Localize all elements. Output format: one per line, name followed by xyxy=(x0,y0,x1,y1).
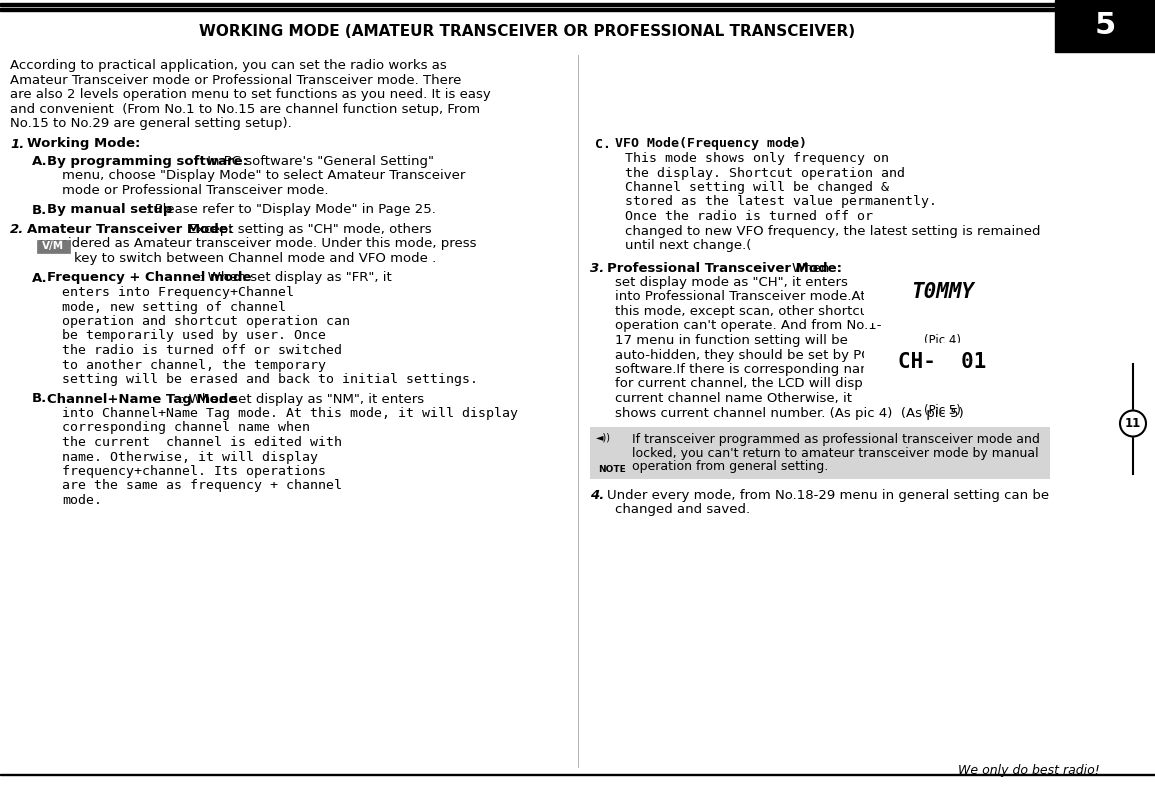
Text: key to switch between Channel mode and VFO mode .: key to switch between Channel mode and V… xyxy=(74,252,437,265)
Bar xyxy=(0,3,1055,6)
Text: auto-hidden, they should be set by PC: auto-hidden, they should be set by PC xyxy=(614,349,871,361)
Text: until next change.(: until next change.( xyxy=(625,239,752,252)
Text: name. Otherwise, it will display: name. Otherwise, it will display xyxy=(62,450,318,464)
Bar xyxy=(37,240,70,253)
Text: operation and shortcut operation can: operation and shortcut operation can xyxy=(62,315,350,328)
Text: and convenient  (From No.1 to No.15 are channel function setup, From: and convenient (From No.1 to No.15 are c… xyxy=(10,102,480,116)
Text: mode or Professional Transceiver mode.: mode or Professional Transceiver mode. xyxy=(62,184,328,197)
Text: for current channel, the LCD will display: for current channel, the LCD will displa… xyxy=(614,378,882,390)
Text: the display. Shortcut operation and: the display. Shortcut operation and xyxy=(625,167,906,179)
Text: When: When xyxy=(792,261,830,275)
Text: According to practical application, you can set the radio works as: According to practical application, you … xyxy=(10,59,447,72)
Text: 5: 5 xyxy=(1095,12,1116,40)
Text: stored as the latest value permanently.: stored as the latest value permanently. xyxy=(625,195,937,209)
Text: 1.: 1. xyxy=(10,138,24,150)
Text: :: : xyxy=(789,138,793,150)
Text: A.: A. xyxy=(32,272,47,284)
Text: Amateur Transceiver mode or Professional Transceiver mode. There: Amateur Transceiver mode or Professional… xyxy=(10,73,461,87)
Text: shows current channel number. (As pic 4)  (As pic 5): shows current channel number. (As pic 4)… xyxy=(614,407,963,419)
Text: the radio is turned off or switched: the radio is turned off or switched xyxy=(62,344,342,357)
Text: setting will be erased and back to initial settings.: setting will be erased and back to initi… xyxy=(62,373,478,386)
Text: B.: B. xyxy=(32,204,47,216)
Text: corresponding channel name when: corresponding channel name when xyxy=(62,422,310,434)
Text: Frequency + Channel mode: Frequency + Channel mode xyxy=(47,272,252,284)
Text: Amateur Transceiver Mode:: Amateur Transceiver Mode: xyxy=(27,223,233,236)
Text: (Pic 5): (Pic 5) xyxy=(924,404,961,417)
Text: If transceiver programmed as professional transceiver mode and: If transceiver programmed as professiona… xyxy=(632,433,1040,446)
Text: 3.: 3. xyxy=(590,261,604,275)
Text: Once the radio is turned off or: Once the radio is turned off or xyxy=(625,210,873,223)
Text: mode.: mode. xyxy=(62,494,102,507)
Text: enters into Frequency+Channel: enters into Frequency+Channel xyxy=(62,286,295,299)
Text: We only do best radio!: We only do best radio! xyxy=(959,764,1100,777)
Text: V/M: V/M xyxy=(43,242,65,252)
Bar xyxy=(590,427,1050,479)
Text: WORKING MODE (AMATEUR TRANSCEIVER OR PROFESSIONAL TRANSCEIVER): WORKING MODE (AMATEUR TRANSCEIVER OR PRO… xyxy=(200,24,856,39)
Text: CH-  01: CH- 01 xyxy=(899,353,986,372)
Text: changed and saved.: changed and saved. xyxy=(614,504,750,516)
Text: mode, new setting of channel: mode, new setting of channel xyxy=(62,301,286,313)
Text: By manual setup: By manual setup xyxy=(47,204,172,216)
Text: locked, you can't return to amateur transceiver mode by manual: locked, you can't return to amateur tran… xyxy=(632,446,1038,460)
Text: 17 menu in function setting will be: 17 menu in function setting will be xyxy=(614,334,848,347)
Text: changed to new VFO frequency, the latest setting is remained: changed to new VFO frequency, the latest… xyxy=(625,224,1041,238)
Text: frequency+channel. Its operations: frequency+channel. Its operations xyxy=(62,465,326,478)
Text: into Channel+Name Tag mode. At this mode, it will display: into Channel+Name Tag mode. At this mode… xyxy=(62,407,517,420)
Text: : Please refer to "Display Mode" in Page 25.: : Please refer to "Display Mode" in Page… xyxy=(146,204,435,216)
Text: into Professional Transceiver mode.At: into Professional Transceiver mode.At xyxy=(614,290,865,304)
Text: current channel name Otherwise, it: current channel name Otherwise, it xyxy=(614,392,852,405)
Text: to another channel, the temporary: to another channel, the temporary xyxy=(62,359,326,371)
Text: software.If there is corresponding name: software.If there is corresponding name xyxy=(614,363,881,376)
Text: the current  channel is edited with: the current channel is edited with xyxy=(62,436,342,449)
Text: operation from general setting.: operation from general setting. xyxy=(632,460,828,473)
Text: No.15 to No.29 are general setting setup).: No.15 to No.29 are general setting setup… xyxy=(10,117,292,130)
Text: In PC software's "General Setting": In PC software's "General Setting" xyxy=(203,155,434,168)
Text: Channel setting will be changed &: Channel setting will be changed & xyxy=(625,181,889,194)
Text: be temporarily used by user. Once: be temporarily used by user. Once xyxy=(62,330,326,342)
Text: menu, choose "Display Mode" to select Amateur Transceiver: menu, choose "Display Mode" to select Am… xyxy=(62,169,465,183)
Text: By programming software:: By programming software: xyxy=(47,155,248,168)
Text: (Pic 4): (Pic 4) xyxy=(924,334,961,347)
Text: this mode, except scan, other shortcut: this mode, except scan, other shortcut xyxy=(614,305,873,318)
Text: C.: C. xyxy=(595,138,611,150)
Text: considered as Amateur transceiver mode. Under this mode, press: considered as Amateur transceiver mode. … xyxy=(37,238,477,250)
Text: 4.: 4. xyxy=(590,489,604,502)
Text: : When set display as "FR", it: : When set display as "FR", it xyxy=(199,272,392,284)
Text: operation can't operate. And from No.1-: operation can't operate. And from No.1- xyxy=(614,320,881,332)
Text: are the same as frequency + channel: are the same as frequency + channel xyxy=(62,479,342,493)
Text: B.: B. xyxy=(32,393,47,405)
Text: ◄)): ◄)) xyxy=(596,433,611,443)
Bar xyxy=(865,274,1020,322)
Text: Working Mode:: Working Mode: xyxy=(27,138,141,150)
Text: 2.: 2. xyxy=(10,223,24,236)
Text: Channel+Name Tag Mode: Channel+Name Tag Mode xyxy=(47,393,238,405)
Bar xyxy=(0,774,1155,775)
Text: T0MMY: T0MMY xyxy=(911,283,974,302)
Text: VFO Mode(Frequency mode): VFO Mode(Frequency mode) xyxy=(614,138,807,150)
Text: are also 2 levels operation menu to set functions as you need. It is easy: are also 2 levels operation menu to set … xyxy=(10,88,491,101)
Bar xyxy=(865,344,1020,392)
Text: Except setting as "CH" mode, others: Except setting as "CH" mode, others xyxy=(184,223,432,236)
Text: set display mode as "CH", it enters: set display mode as "CH", it enters xyxy=(614,276,848,289)
Text: 11: 11 xyxy=(1125,417,1141,430)
Text: A.: A. xyxy=(32,155,47,168)
Text: Professional Transceiver Mode:: Professional Transceiver Mode: xyxy=(608,261,842,275)
Text: : When set display as "NM", it enters: : When set display as "NM", it enters xyxy=(180,393,424,405)
Text: Under every mode, from No.18-29 menu in general setting can be: Under every mode, from No.18-29 menu in … xyxy=(608,489,1049,502)
Circle shape xyxy=(1120,411,1146,437)
Text: NOTE: NOTE xyxy=(598,465,626,474)
Bar xyxy=(0,8,1055,11)
Text: This mode shows only frequency on: This mode shows only frequency on xyxy=(625,152,889,165)
Bar xyxy=(1055,0,1155,52)
